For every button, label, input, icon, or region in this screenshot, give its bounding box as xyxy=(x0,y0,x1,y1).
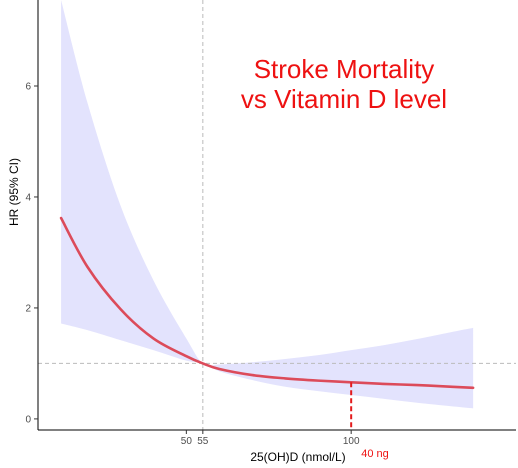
ci-layer xyxy=(61,0,474,409)
highlight-label: 40 ng xyxy=(361,448,389,460)
y-tick-label-0: 0 xyxy=(25,414,31,425)
y-tick-label-4: 4 xyxy=(25,192,31,203)
series-line-0 xyxy=(59,216,475,390)
y-tick-label-2: 2 xyxy=(25,303,31,314)
y-axis-label: HR (95% CI) xyxy=(7,158,21,226)
axes xyxy=(34,0,516,434)
reference-lines xyxy=(38,0,516,430)
x-tick-label-55: 55 xyxy=(197,436,209,447)
y-tick-label-6: 6 xyxy=(25,82,31,93)
tick-labels: 0 2 4 6 50 55 100 xyxy=(25,82,360,448)
ci-band-0 xyxy=(61,0,474,409)
annotation-title-line-2: vs Vitamin D level xyxy=(241,84,447,114)
annotation-title-line-1: Stroke Mortality xyxy=(254,54,435,84)
x-tick-label-50: 50 xyxy=(181,436,193,447)
x-tick-label-100: 100 xyxy=(343,436,360,447)
x-axis-label: 25(OH)D (nmol/L) xyxy=(250,450,345,464)
series-layer xyxy=(59,216,475,430)
